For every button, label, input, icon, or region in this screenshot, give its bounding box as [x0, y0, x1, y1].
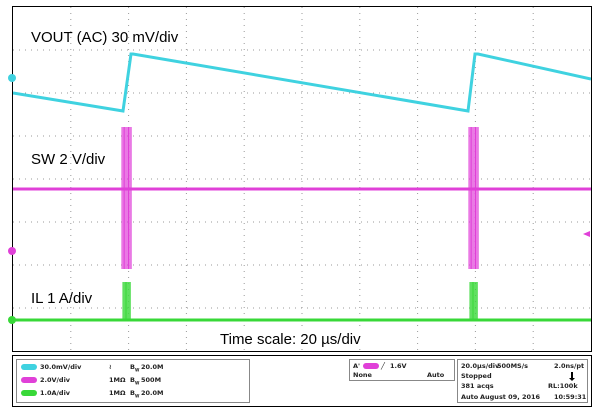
il-trace-label: IL 1 A/div	[31, 290, 93, 307]
ch1-coupling: ≀	[109, 363, 112, 371]
ch1-scale: 30.0mV/div	[40, 363, 82, 371]
ch3-coupling: 1MΩ	[109, 389, 126, 397]
acquisition-count: 381 acqs	[461, 382, 494, 390]
sw-burst-1	[121, 127, 132, 269]
vout-trace-label: VOUT (AC) 30 mV/div	[31, 29, 179, 46]
ch2-scale: 2.0V/div	[40, 376, 71, 384]
il-pulse-2	[469, 282, 478, 320]
ch1-ground-marker[interactable]	[8, 74, 16, 82]
record-length: RL:100k	[548, 382, 578, 390]
ch2-badge[interactable]	[21, 377, 37, 383]
trigger-level-arrow-icon[interactable]	[583, 231, 590, 237]
ch2-bandwidth-icon: BW	[130, 376, 140, 386]
ch1-bandwidth: 20.0M	[141, 363, 164, 371]
trigger-label: A'	[353, 362, 361, 370]
ch3-scale: 1.0A/div	[40, 389, 71, 397]
ch3-ground-marker[interactable]	[8, 316, 16, 324]
ch1-bandwidth-icon: BW	[130, 363, 140, 373]
il-pulse-1	[122, 282, 131, 320]
scope-display: VOUT (AC) 30 mV/div SW 2 V/div IL 1 A/di…	[12, 6, 592, 352]
trigger-source-badge	[363, 363, 379, 369]
trigger-level: 1.6V	[390, 362, 407, 370]
download-arrow-head-icon	[569, 378, 575, 381]
ch3-badge[interactable]	[21, 390, 37, 396]
trigger-source-none: None	[353, 371, 372, 379]
sw-trace-label: SW 2 V/div	[31, 151, 106, 168]
ch3-bandwidth: 20.0M	[141, 389, 164, 397]
acquisition-mode: Auto	[461, 393, 479, 401]
vout-waveform	[12, 52, 592, 113]
waveform-canvas	[12, 7, 592, 351]
ch1-badge[interactable]	[21, 364, 37, 370]
acquisition-panel[interactable]: 20.0µs/div 500MS/s 2.0ns/pt Stopped 381 …	[457, 359, 588, 403]
sw-burst-2	[468, 127, 479, 269]
ch3-bandwidth-icon: BW	[130, 389, 140, 399]
status-bar: 30.0mV/div ≀ BW 20.0M 2.0V/div 1MΩ BW 50…	[12, 355, 592, 407]
trigger-slope-icon: ╱	[381, 362, 385, 370]
timebase: 20.0µs/div	[461, 362, 500, 370]
ch2-coupling: 1MΩ	[109, 376, 126, 384]
channel-settings-panel[interactable]: 30.0mV/div ≀ BW 20.0M 2.0V/div 1MΩ BW 50…	[16, 359, 250, 403]
sample-rate: 500MS/s	[497, 362, 528, 370]
acquisition-time: 10:59:31	[554, 393, 587, 401]
download-arrow-icon	[571, 372, 573, 378]
time-scale-label: Time scale: 20 µs/div	[218, 331, 363, 348]
trigger-settings-panel[interactable]: A' ╱ 1.6V None Auto	[349, 359, 455, 381]
ch2-ground-marker[interactable]	[8, 247, 16, 255]
acquisition-state: Stopped	[461, 372, 492, 380]
acquisition-date: August 09, 2016	[480, 393, 541, 401]
resolution: 2.0ns/pt	[554, 362, 585, 370]
ch2-bandwidth: 500M	[141, 376, 162, 384]
trigger-mode: Auto	[427, 371, 445, 379]
